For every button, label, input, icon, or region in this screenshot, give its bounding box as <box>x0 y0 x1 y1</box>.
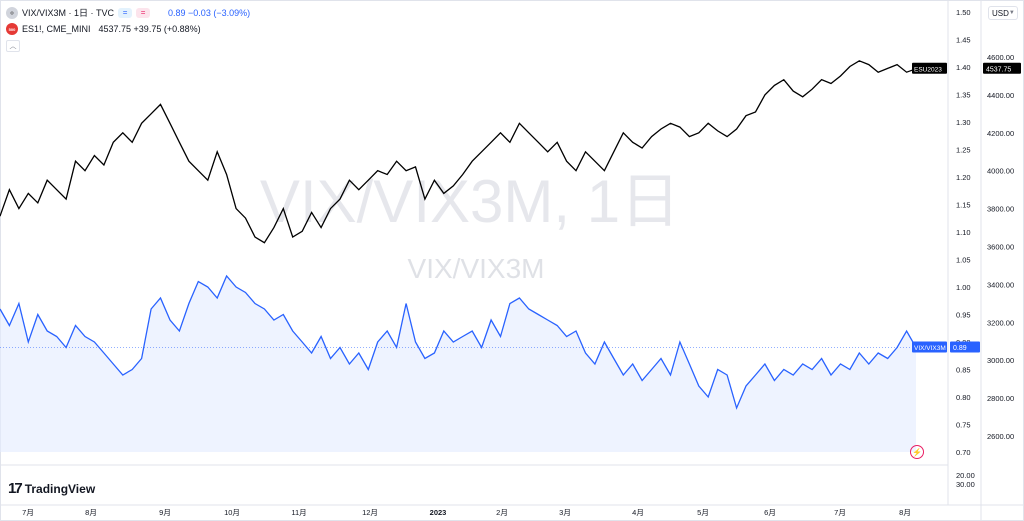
time-tick-label: 7月 <box>22 508 34 517</box>
time-tick-label: 5月 <box>697 508 709 517</box>
vix-tick-label: 0.75 <box>956 421 971 430</box>
legend-collapse[interactable]: ︿ <box>6 40 20 52</box>
es-symbol-label[interactable]: ES1!, CME_MINI <box>22 24 91 34</box>
last-value-badge <box>983 62 1021 74</box>
es-series-line <box>0 60 917 244</box>
es-tick-label: 2600.00 <box>987 432 1014 441</box>
es-tick-label: 3800.00 <box>987 205 1014 214</box>
vix-tick-label: 0.85 <box>956 366 971 375</box>
tv-logo-icon: 17 <box>8 480 23 497</box>
watermark-subtitle: VIX/VIX3M <box>408 253 545 284</box>
vix-tick-label: 1.05 <box>956 256 971 265</box>
time-tick-label: 10月 <box>224 508 240 517</box>
series-name-badge <box>912 62 947 74</box>
vix-tick-label: 0.95 <box>956 311 971 320</box>
vix-tick-label: 0.80 <box>956 393 971 402</box>
es-tick-label: 4600.00 <box>987 53 1014 62</box>
vix-series-area <box>0 276 916 452</box>
last-value-label: 0.89 <box>953 345 967 352</box>
vix-price-scale[interactable]: 1.50 1.45 1.40 1.35 1.30 1.25 1.20 1.15 1.10 1.05… <box>956 8 975 489</box>
vix-tick-label: 1.10 <box>956 228 971 237</box>
vix-tick-label: 1.30 <box>956 118 971 127</box>
es-legend[interactable]: 500 ES1!, CME_MINI 4537.75 +39.75 (+0.88… <box>6 23 201 35</box>
vix-area-fill <box>0 276 916 452</box>
vix-tick-label: 0.70 <box>956 448 971 457</box>
chevron-down-icon: ▼ <box>1008 10 1015 16</box>
time-tick-label: 7月 <box>834 508 846 517</box>
vix-symbol-icon: ◎ <box>6 6 18 19</box>
last-value-label: 4537.75 <box>986 66 1011 73</box>
vix-tick-label: 1.50 <box>956 8 971 17</box>
es-price-scale[interactable]: 4600.00 4400.00 4200.00 4000.00 3800.00 3600.… <box>987 53 1014 441</box>
currency-label: USD <box>992 8 1009 18</box>
es-tick-label: 2800.00 <box>987 394 1014 403</box>
main-legend[interactable]: ◎ VIX/VIX3M · 1日 · TVC = = 0.89 −0.03 (−… <box>6 6 250 19</box>
es-tick-label: 3200.00 <box>987 318 1014 327</box>
time-tick-label: 6月 <box>764 508 776 517</box>
vix-tick-label: 1.15 <box>956 201 971 210</box>
series-name-label: VIX/VIX3M <box>914 345 946 352</box>
time-tick-label: 3月 <box>559 508 571 517</box>
time-tick-label: 4月 <box>632 508 644 517</box>
vix-series-line <box>0 274 917 410</box>
vix-tick-label: 1.40 <box>956 63 971 72</box>
tradingview-logo[interactable]: 17 TradingView <box>8 480 95 497</box>
es-symbol-icon: 500 <box>6 23 18 35</box>
vix-tick-label: 1.20 <box>956 173 971 182</box>
lightning-icon[interactable]: ⚡ <box>910 445 924 459</box>
time-tick-label: 12月 <box>362 508 378 517</box>
vix-tick-label: 1.45 <box>956 36 971 45</box>
vix-tick-label: 1.25 <box>956 146 971 155</box>
time-tick-label: 2023 <box>430 508 447 517</box>
main-symbol-label[interactable]: VIX/VIX3M · 1日 · TVC <box>22 8 115 18</box>
series-name-label: ESU2023 <box>914 66 942 73</box>
last-value-badge <box>950 341 980 353</box>
es-tick-label: 3600.00 <box>987 243 1014 252</box>
es-legend-values: 4537.75 +39.75 (+0.88%) <box>98 24 201 34</box>
time-tick-label: 8月 <box>899 508 911 517</box>
series-lines <box>0 60 948 410</box>
bottom-pane-tick-label: 20.00 <box>956 471 975 480</box>
bottom-pane-tick-label: 30.00 <box>956 480 975 489</box>
series-name-badge <box>912 341 947 353</box>
compare-plus-icon[interactable]: = <box>118 7 133 18</box>
es-tick-label: 4200.00 <box>987 129 1014 138</box>
time-tick-label: 11月 <box>291 508 306 517</box>
chevron-up-icon[interactable]: ︿ <box>6 40 20 52</box>
last-value-badges: ESU2023 4537.75 VIX/VIX3M 0.89 <box>912 62 1021 353</box>
es-tick-label: 3000.00 <box>987 356 1014 365</box>
brand-label: TradingView <box>24 481 96 496</box>
es-tick-label: 4400.00 <box>987 91 1014 100</box>
vix-tick-label: 1.00 <box>956 283 971 292</box>
time-tick-label: 8月 <box>85 508 97 517</box>
time-tick-label: 9月 <box>159 508 171 517</box>
main-legend-values: 0.89 −0.03 (−3.09%) <box>168 7 251 18</box>
vix-tick-label: 1.35 <box>956 91 971 100</box>
watermark-title: VIX/VIX3M, 1日 <box>260 168 680 235</box>
time-scale[interactable]: 7月 8月 9月 10月 11月 12月 2023 2月 3月 4月 5月 6月 7月 8月 <box>22 508 911 517</box>
equals-icon[interactable]: = <box>136 7 151 18</box>
currency-select[interactable]: USD ▼ <box>988 6 1018 20</box>
es-tick-label: 4000.00 <box>987 167 1014 176</box>
es-tick-label: 3400.00 <box>987 280 1014 289</box>
time-tick-label: 2月 <box>496 508 508 517</box>
